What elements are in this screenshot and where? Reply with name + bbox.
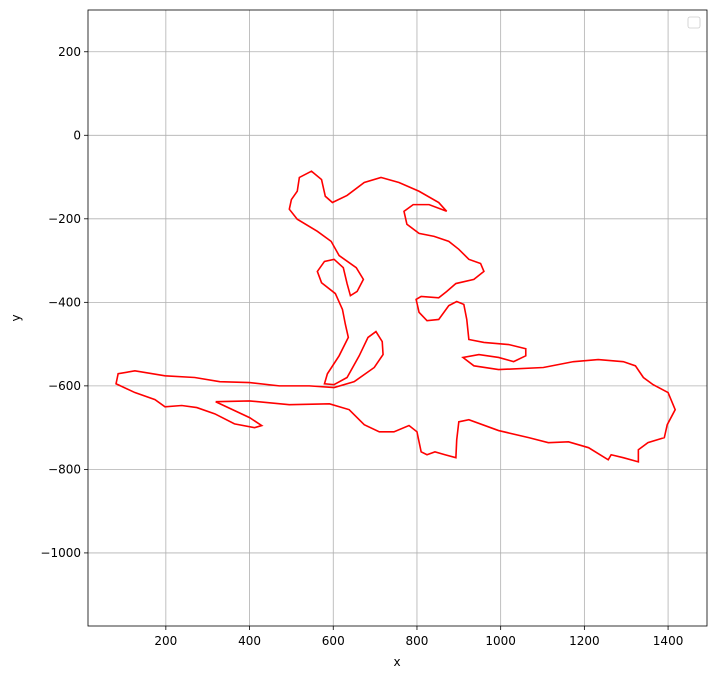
y-tick-label: −400 [48,295,81,309]
y-axis-label: y [9,314,23,321]
y-tick-label: −1000 [40,546,81,560]
x-axis-label: x [393,655,400,669]
x-tick-label: 1000 [485,634,516,648]
x-tick-label: 200 [154,634,177,648]
x-tick-label: 1200 [569,634,600,648]
y-tick-label: −800 [48,462,81,476]
legend [687,16,701,29]
y-tick-label: −200 [48,212,81,226]
x-tick-label: 1400 [653,634,684,648]
x-tick-label: 600 [322,634,345,648]
x-tick-label: 400 [238,634,261,648]
y-tick-label: −600 [48,379,81,393]
x-tick-label: 800 [406,634,429,648]
data-line [115,170,677,463]
y-tick-label: 0 [73,128,81,142]
plot-frame [87,9,708,627]
y-tick-label: 200 [58,45,81,59]
